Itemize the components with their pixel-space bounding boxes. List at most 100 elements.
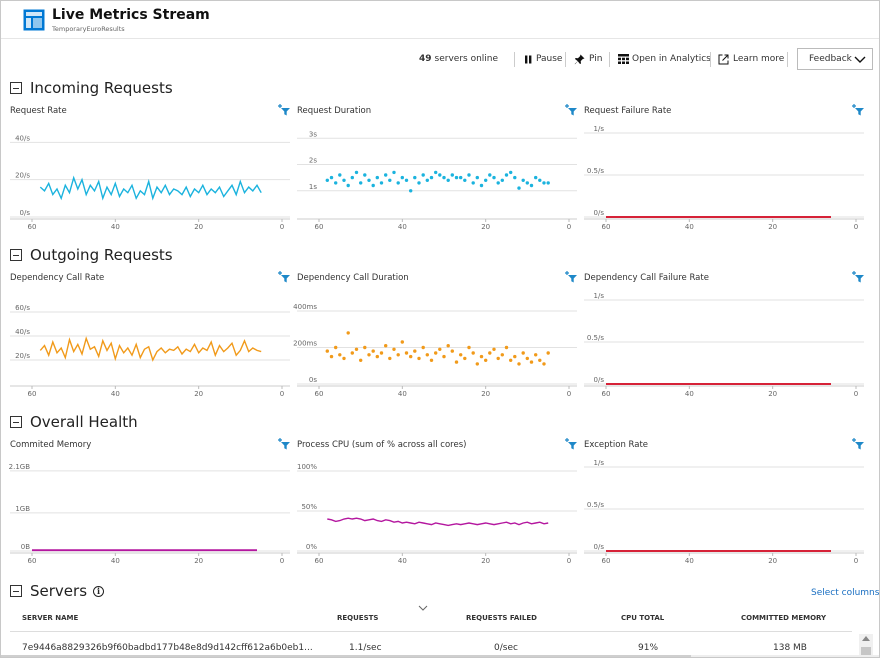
column-header-requests-failed[interactable]: REQUESTS FAILED <box>466 614 537 622</box>
x-tick-label: 60 <box>315 390 324 398</box>
x-tick-label: 60 <box>315 223 324 231</box>
dependency-call-duration-point <box>375 354 379 359</box>
dependency-call-duration-point <box>367 353 371 357</box>
cpu-total-cell: 91% <box>638 643 659 653</box>
x-tick-label: 40 <box>398 390 407 398</box>
x-tick-label: 0 <box>854 390 858 398</box>
request-duration-point <box>350 175 354 180</box>
section-outgoing-requests[interactable]: Outgoing Requests <box>10 245 173 265</box>
request-duration-point <box>334 181 338 185</box>
y-tick-label: 200ms <box>293 339 317 347</box>
section-servers[interactable]: Servers <box>10 581 105 601</box>
section-title: Incoming Requests <box>30 79 173 97</box>
resource-subtitle: TemporaryEuroResults <box>52 25 125 33</box>
x-tick-label: 40 <box>685 557 694 565</box>
column-header-requests[interactable]: REQUESTS <box>337 614 379 622</box>
dependency-call-duration-point <box>329 354 334 359</box>
filter-icon[interactable] <box>278 271 290 283</box>
column-header-committed-memory[interactable]: COMMITTED MEMORY <box>741 614 827 622</box>
server-name-cell[interactable]: 7e9446a8829326b9f60badbd177b48e8d9d142cf… <box>22 643 313 653</box>
filter-icon[interactable] <box>852 271 864 283</box>
dependency-call-duration-title: Dependency Call Duration <box>297 273 409 283</box>
dependency-call-duration-point <box>342 356 346 361</box>
request-duration-point <box>442 175 446 180</box>
request-duration-point <box>450 173 454 177</box>
x-tick-label: 0 <box>567 223 571 231</box>
x-tick-label: 40 <box>685 390 694 398</box>
select-columns-link[interactable]: Select columns <box>811 588 880 598</box>
dependency-call-duration-point <box>371 349 375 353</box>
sort-chevron-icon[interactable] <box>418 604 428 612</box>
horizontal-scrollbar-thumb[interactable] <box>1 655 691 657</box>
request-rate-series-line <box>39 175 262 201</box>
dependency-call-duration-point <box>504 345 509 350</box>
filter-icon[interactable] <box>278 104 290 116</box>
exception-rate-chart: 1/s 0.5/s 0/s 60 40 20 0 <box>584 459 864 565</box>
filter-icon[interactable] <box>565 438 577 450</box>
filter-icon[interactable] <box>565 104 577 116</box>
y-tick-label: 0.5/s <box>587 501 604 509</box>
request-duration-point <box>400 175 404 180</box>
column-header-cpu-total[interactable]: CPU TOTAL <box>621 614 665 622</box>
x-tick-label: 0 <box>280 390 284 398</box>
feedback-label: Feedback <box>809 54 852 64</box>
requests-failed-cell: 0/sec <box>494 643 518 653</box>
request-duration-point <box>354 170 359 175</box>
y-tick-label: 1/s <box>594 459 605 467</box>
toolbar-divider <box>609 52 610 67</box>
request-duration-point <box>367 178 371 182</box>
x-tick-label: 0 <box>280 223 284 231</box>
process-cpu-chart: 100% 50% 0% 60 40 20 0 <box>297 463 577 565</box>
x-tick-label: 40 <box>398 557 407 565</box>
y-tick-label: 60/s <box>15 304 30 312</box>
request-duration-point <box>454 175 459 180</box>
request-duration-point <box>492 175 496 180</box>
dependency-call-duration-point <box>517 362 521 366</box>
request-duration-point <box>417 181 421 185</box>
x-tick-label: 60 <box>28 390 37 398</box>
scroll-up-arrow-icon[interactable] <box>862 636 870 641</box>
dependency-call-duration-point <box>413 349 417 353</box>
feedback-dropdown[interactable]: Feedback <box>797 48 873 70</box>
section-incoming-requests[interactable]: Incoming Requests <box>10 78 173 98</box>
y-tick-label: 0/s <box>20 209 31 217</box>
request-duration-point <box>488 173 492 177</box>
x-tick-label: 20 <box>768 390 777 398</box>
section-overall-health[interactable]: Overall Health <box>10 412 138 432</box>
filter-icon[interactable] <box>565 271 577 283</box>
request-duration-point <box>513 175 517 180</box>
request-duration-title: Request Duration <box>297 106 372 116</box>
y-tick-label: 50% <box>301 503 317 511</box>
x-tick-label: 20 <box>194 557 203 565</box>
pause-button[interactable]: Pause <box>524 47 562 71</box>
dependency-call-duration-point <box>542 362 546 366</box>
request-duration-point <box>329 175 334 180</box>
pin-button[interactable]: Pin <box>574 47 602 71</box>
process-cpu-title: Process CPU (sum of % across all cores) <box>297 440 467 450</box>
column-header-server-name[interactable]: SERVER NAME <box>22 614 79 622</box>
request-duration-point <box>459 175 463 180</box>
y-tick-label: 0/s <box>594 209 605 217</box>
scrollbar-thumb[interactable] <box>861 647 871 657</box>
learn-more-link[interactable]: Learn more <box>718 47 784 71</box>
y-tick-label: 20/s <box>15 352 30 360</box>
open-in-analytics-label: Open in Analytics <box>632 54 711 64</box>
dependency-call-duration-point <box>500 353 504 357</box>
filter-icon[interactable] <box>278 438 290 450</box>
section-title: Overall Health <box>30 413 138 431</box>
dependency-call-duration-point <box>538 358 542 362</box>
request-duration-point <box>446 178 450 182</box>
servers-online-label: servers online <box>434 54 499 64</box>
dependency-call-duration-point <box>354 347 359 351</box>
y-tick-label: 1/s <box>594 292 605 300</box>
open-in-analytics-button[interactable]: Open in Analytics <box>618 47 711 71</box>
request-duration-point <box>496 181 500 185</box>
dependency-call-duration-point <box>350 351 354 355</box>
filter-icon[interactable] <box>852 438 864 450</box>
dependency-call-duration-point <box>442 354 446 359</box>
filter-icon[interactable] <box>852 104 864 116</box>
x-tick-label: 60 <box>602 557 611 565</box>
dependency-call-duration-point <box>463 356 467 361</box>
info-icon[interactable] <box>93 585 105 597</box>
